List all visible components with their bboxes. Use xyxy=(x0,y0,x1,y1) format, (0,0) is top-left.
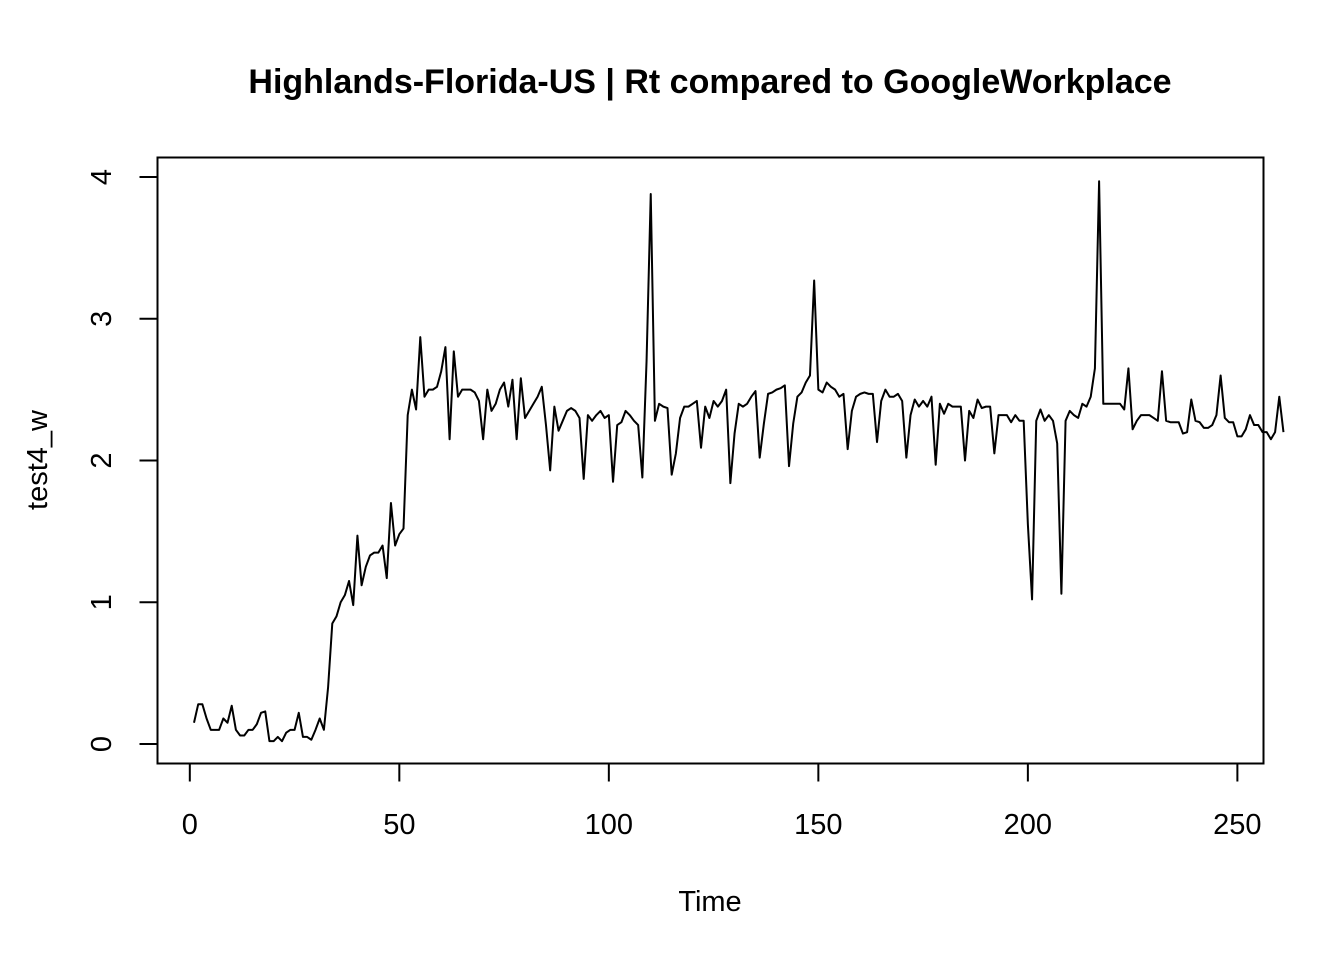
x-tick-label: 250 xyxy=(1213,809,1261,841)
x-tick-label: 0 xyxy=(182,809,198,841)
y-axis-label: test4_w xyxy=(22,409,54,510)
series-line xyxy=(193,180,1285,743)
x-tick-label: 150 xyxy=(794,809,842,841)
series-group xyxy=(193,180,1285,743)
chart-title: Highlands-Florida-US | Rt compared to Go… xyxy=(248,63,1171,101)
y-tick-label: 1 xyxy=(86,594,118,610)
x-axis: 0 50 100 150 200 250 xyxy=(182,762,1262,841)
y-tick-label: 0 xyxy=(86,736,118,752)
y-tick-label: 4 xyxy=(86,169,118,185)
x-tick-label: 100 xyxy=(585,809,633,841)
y-tick-label: 2 xyxy=(86,452,118,468)
x-tick-label: 200 xyxy=(1004,809,1052,841)
y-tick-label: 3 xyxy=(86,311,118,327)
x-axis-label: Time xyxy=(678,886,741,918)
y-axis: 0 1 2 3 4 xyxy=(86,169,159,752)
x-tick-label: 50 xyxy=(383,809,415,841)
